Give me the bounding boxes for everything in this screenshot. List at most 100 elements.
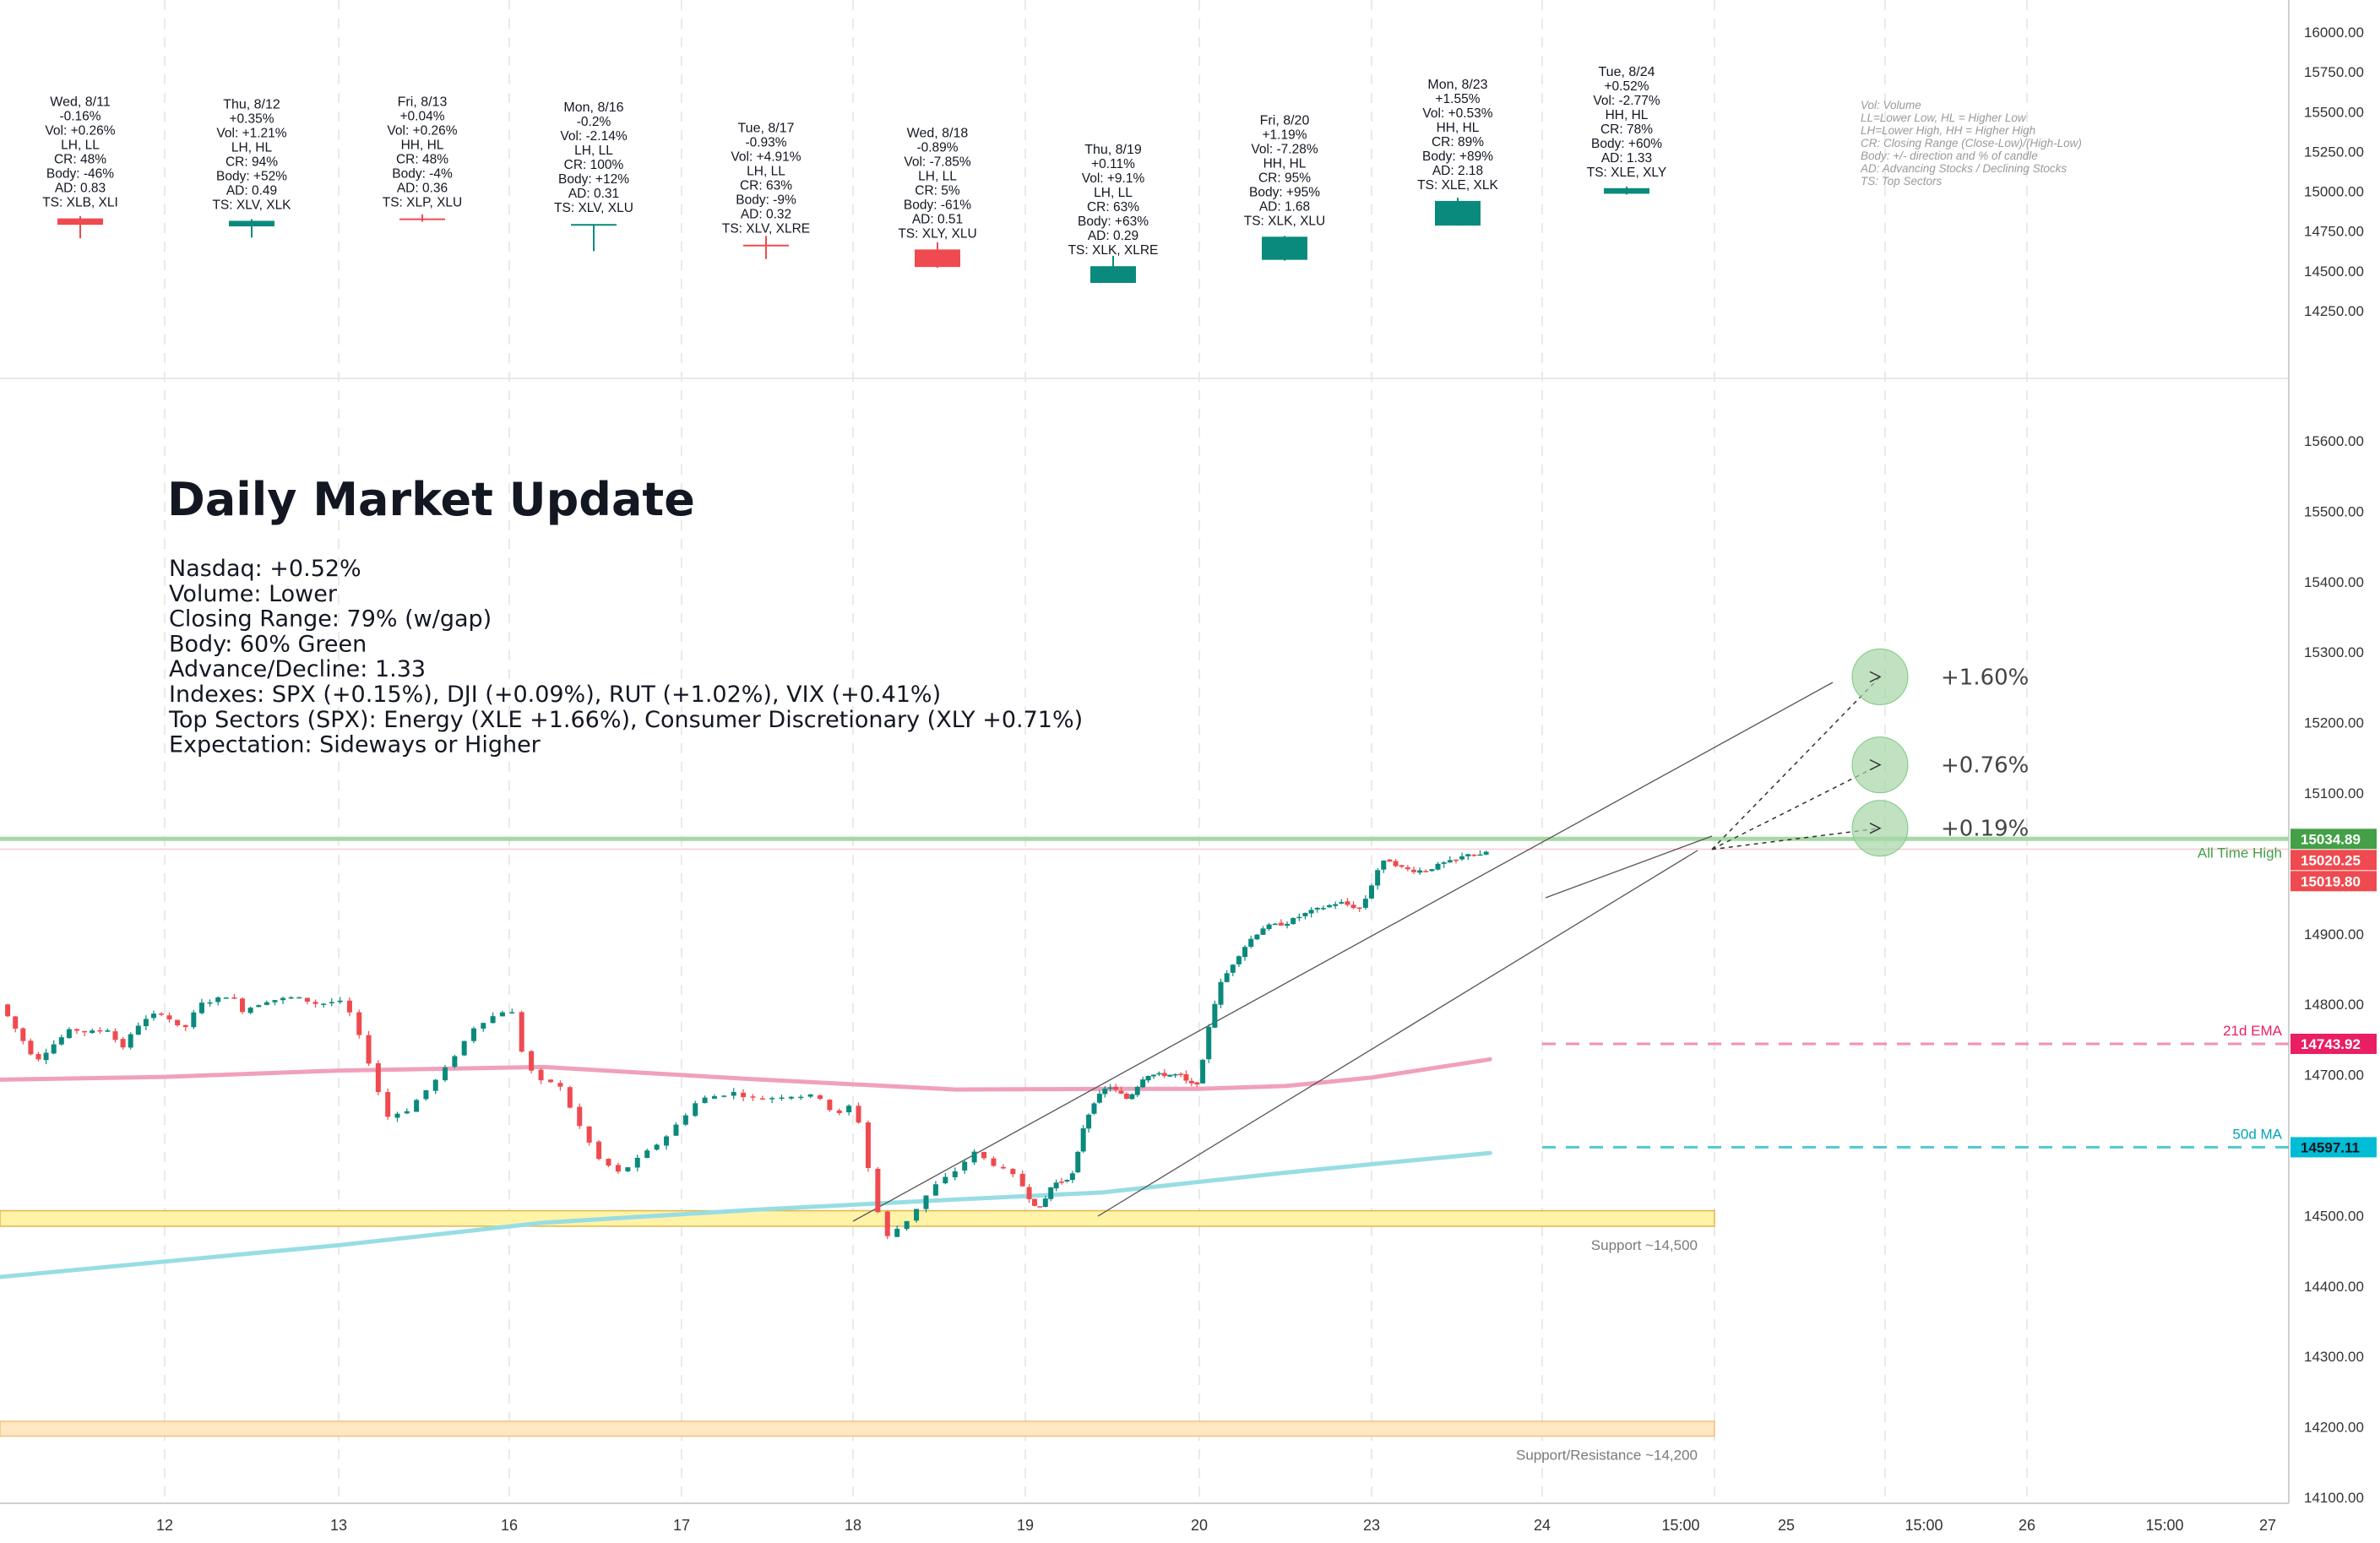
intraday-candle-104 [923,1195,929,1209]
intraday-candle-26 [198,1002,204,1013]
intraday-candle-48 [385,1092,391,1117]
intraday-candle-35 [272,1000,278,1002]
intraday-candle-20 [151,1013,156,1019]
intraday-tick-15: 14200.00 [2304,1420,2364,1436]
intraday-candle-132 [1118,1090,1124,1094]
intraday-candle-117 [1037,1206,1043,1208]
daily-stat-1-6: AD: 0.83 [55,182,106,196]
ema21-tag-text: 14743.92 [2301,1036,2361,1052]
legend-note-3: LH=Lower High, HH = Higher High [1861,124,2035,137]
intraday-candle-105 [932,1184,938,1196]
intraday-candle-185 [1429,869,1435,872]
intraday-candle-39 [304,997,310,1002]
intraday-candle-75 [644,1150,650,1159]
daily-stat-5-5: Body: -9% [736,193,796,208]
daily-candle-body-2 [229,220,274,227]
intraday-candle-170 [1339,902,1345,904]
daily-stat-3-4: CR: 48% [396,153,448,167]
intraday-candle-159 [1272,923,1278,926]
intraday-candle-16 [120,1039,126,1048]
daily-stat-9-4: CR: 89% [1432,135,1484,149]
time-tick-14: 15:00 [2145,1517,2183,1534]
daily-stat-7-2: Vol: +9.1% [1082,171,1145,186]
header-line-1: Nasdaq: +0.52% [169,556,361,582]
daily-stat-6-4: CR: 5% [915,183,960,198]
intraday-candle-24 [182,1024,188,1028]
intraday-candle-42 [329,1002,334,1004]
intraday-candle-98 [865,1122,871,1168]
intraday-candle-53 [432,1079,438,1091]
trendlines [852,682,1834,1222]
intraday-candle-123 [1069,1173,1075,1181]
all-time-high-label: All Time High [2198,845,2282,861]
intraday-candle-62 [519,1012,524,1052]
daily-stat-6-5: Body: -61% [904,198,971,212]
price-tag-text-2: 15020.25 [2301,852,2361,868]
price-tag-text-1: 15034.89 [2301,831,2361,847]
intraday-candle-176 [1375,870,1381,886]
daily-tick-5: 15000.00 [2304,184,2364,200]
intraday-candle-36 [280,997,286,1001]
projection-line-2 [1711,763,1881,850]
daily-stat-3-5: Body: -4% [392,167,453,182]
intraday-candle-34 [264,1002,269,1005]
header-line-7: Top Sectors (SPX): Energy (XLE +1.66%), … [168,707,1083,733]
intraday-candle-59 [490,1016,496,1024]
intraday-candle-112 [1000,1166,1006,1169]
daily-tick-1: 16000.00 [2304,24,2364,41]
intraday-candle-178 [1387,859,1393,862]
intraday-candle-106 [943,1176,948,1184]
time-tick-1: 12 [156,1517,173,1534]
daily-stat-1-3: LH, LL [61,139,100,153]
intraday-candle-100 [884,1211,890,1236]
intraday-candle-49 [394,1113,400,1118]
zone-2 [0,1421,1715,1437]
intraday-candle-174 [1362,899,1368,908]
daily-stat-2-3: LH, HL [231,140,273,155]
header-line-6: Indexes: SPX (+0.15%), DJI (+0.09%), RUT… [169,682,941,708]
intraday-candle-169 [1333,904,1339,906]
daily-stat-6-1: -0.89% [916,140,958,155]
intraday-candle-142 [1172,1073,1178,1076]
price-tag-1 [2290,829,2377,850]
intraday-candle-47 [375,1062,381,1093]
intraday-candle-146 [1194,1082,1200,1085]
projection-line-1 [1711,676,1881,850]
intraday-candle-78 [673,1124,679,1136]
intraday-candle-193 [1477,854,1483,856]
intraday-candle-31 [240,998,246,1013]
ema21-line [0,1057,1492,1092]
intraday-candle-182 [1410,869,1416,872]
intraday-tick-14: 14300.00 [2304,1349,2364,1365]
intraday-candle-72 [615,1165,621,1172]
daily-stat-1-2: Vol: +0.26% [45,124,115,139]
intraday-candle-63 [529,1051,535,1071]
intraday-candle-113 [1010,1169,1016,1175]
daily-stat-4-1: -0.2% [577,115,611,129]
daily-stat-1-5: Body: -46% [46,167,114,182]
intraday-candle-56 [461,1040,467,1056]
intraday-candle-144 [1183,1073,1189,1081]
intraday-candle-30 [231,997,237,999]
intraday-candle-147 [1200,1059,1206,1084]
intraday-candle-88 [769,1098,775,1100]
daily-stat-8-2: Vol: -7.28% [1251,142,1318,156]
intraday-tick-12: 14500.00 [2304,1208,2364,1224]
daily-stat-10-3: HH, HL [1606,108,1649,122]
intraday-candle-18 [135,1025,141,1035]
intraday-candle-183 [1417,870,1423,873]
daily-stat-1-4: CR: 48% [54,153,106,167]
daily-stat-4-2: Vol: -2.14% [560,129,627,144]
daily-tick-7: 14500.00 [2304,264,2364,280]
intraday-candle-3 [20,1028,26,1041]
intraday-candle-68 [577,1106,583,1127]
daily-stat-2-2: Vol: +1.21% [216,126,286,140]
daily-stat-10-1: +0.52% [1604,79,1649,94]
ema21-tag [2290,1033,2377,1054]
daily-stat-6-6: AD: 0.51 [912,212,963,226]
legend-note-4: CR: Closing Range (Close-Low)/(High-Low) [1861,137,2082,149]
intraday-candle-120 [1053,1182,1059,1189]
header-line-2: Volume: Lower [169,581,338,607]
daily-stat-6-3: LH, LL [918,169,957,183]
time-tick-5: 18 [845,1517,861,1534]
